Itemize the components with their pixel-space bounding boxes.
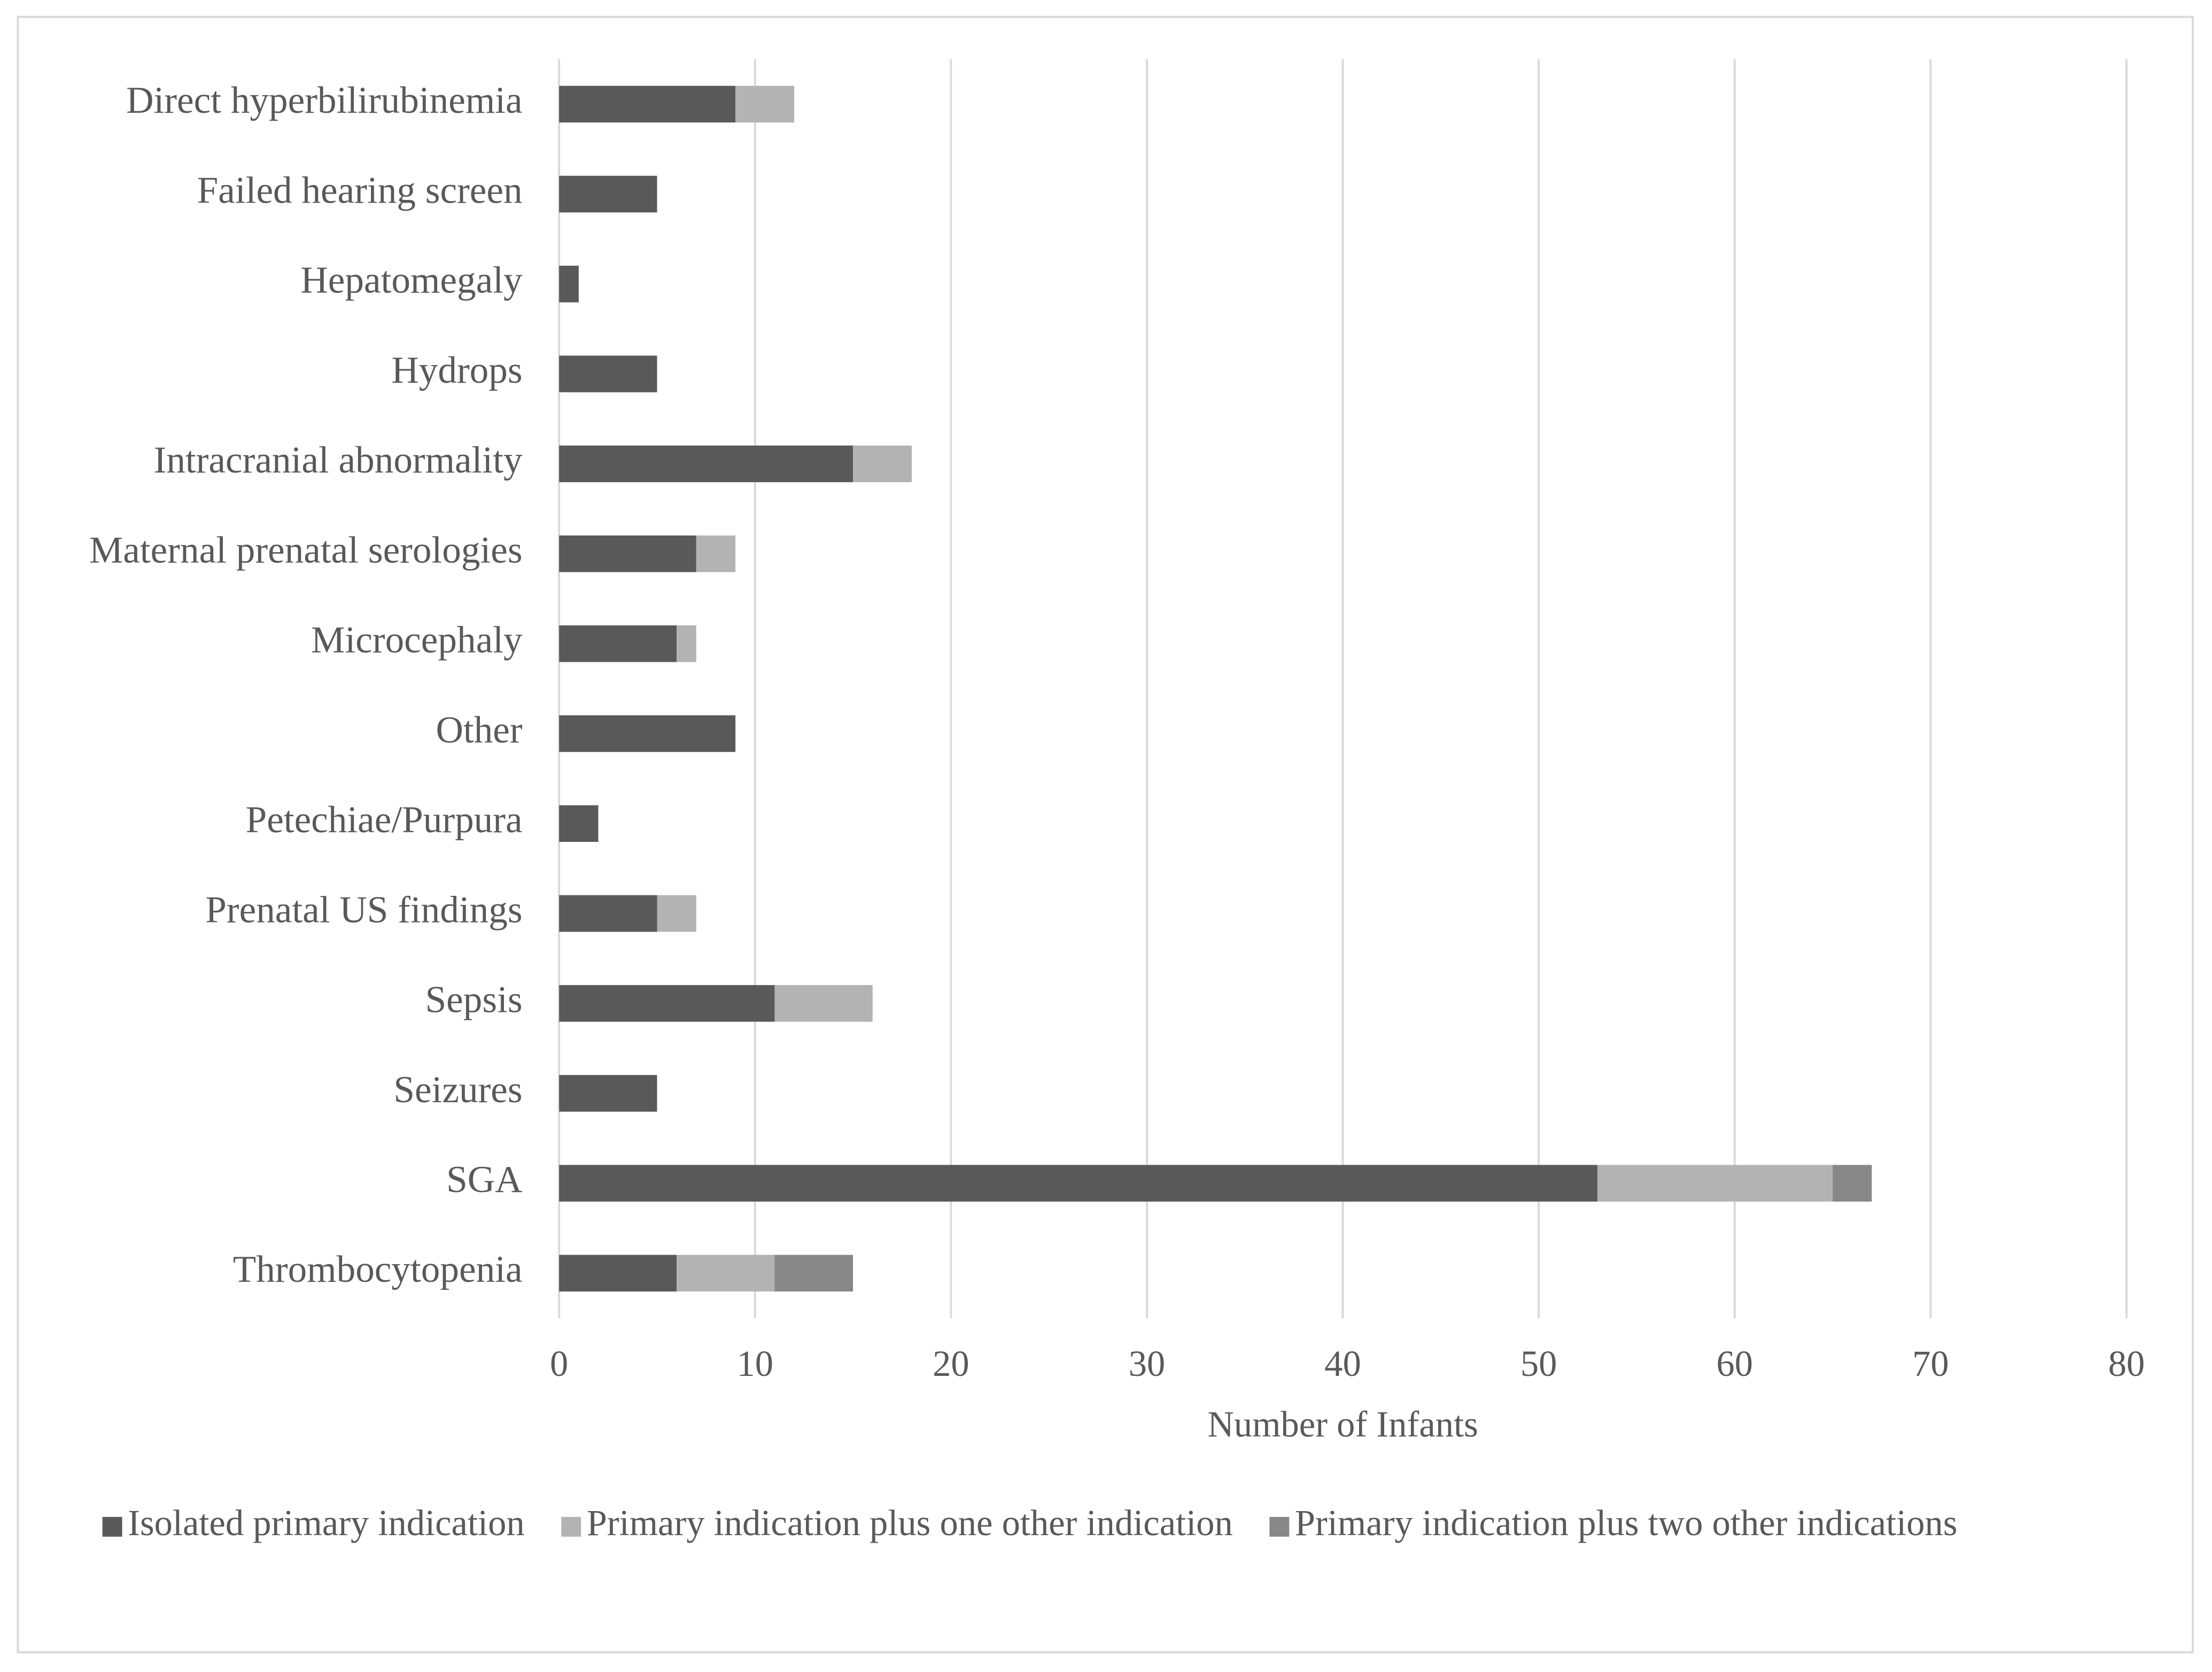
y-tick-label: Thrombocytopenia (233, 1249, 523, 1290)
y-tick-label: SGA (446, 1159, 522, 1201)
x-tick-label: 0 (550, 1343, 568, 1384)
y-tick-label: Failed hearing screen (197, 169, 523, 211)
bar-segment (559, 1165, 1598, 1202)
bar-segment (559, 535, 696, 572)
y-tick-label: Intracranial abnormality (154, 439, 523, 481)
legend-label: Isolated primary indication (128, 1503, 525, 1543)
bar-segment (559, 86, 736, 123)
chart-border (17, 16, 2194, 1654)
legend-swatch (561, 1516, 581, 1537)
x-tick-label: 20 (933, 1343, 969, 1384)
legend-label: Primary indication plus two other indica… (1295, 1503, 1958, 1543)
bar-segment (853, 445, 912, 483)
y-tick-label: Seizures (393, 1069, 522, 1111)
y-tick-label: Hydrops (391, 350, 522, 391)
legend-swatch (1269, 1516, 1290, 1537)
y-tick-label: Petechiae/Purpura (246, 799, 523, 841)
x-tick-label: 30 (1129, 1343, 1166, 1384)
bar-segment (657, 895, 696, 932)
x-tick-label: 70 (1912, 1343, 1949, 1384)
bar-segment (559, 1255, 677, 1292)
bar-segment (559, 355, 657, 392)
y-tick-label: Sepsis (425, 979, 523, 1021)
y-tick-label: Direct hyperbilirubinemia (126, 80, 522, 121)
x-tick-label: 10 (736, 1343, 773, 1384)
bar-segment (559, 715, 736, 752)
bar-segment (1833, 1165, 1872, 1202)
bar-segment (559, 445, 853, 483)
bar-segment (735, 86, 795, 123)
bar-segment (677, 625, 696, 662)
y-tick-label: Prenatal US findings (205, 889, 522, 931)
bar-segment (1597, 1165, 1833, 1202)
y-tick-label: Microcephaly (311, 620, 523, 661)
legend-swatch (102, 1516, 122, 1537)
x-tick-label: 80 (2108, 1343, 2145, 1384)
bar-segment (696, 535, 736, 572)
bar-segment (559, 1075, 657, 1112)
x-tick-label: 40 (1324, 1343, 1361, 1384)
legend-label: Primary indication plus one other indica… (587, 1503, 1233, 1543)
bar-segment (559, 895, 657, 932)
bar-segment (774, 1255, 853, 1292)
y-tick-label: Maternal prenatal serologies (89, 529, 523, 571)
bar-segment (559, 985, 775, 1022)
x-axis-title: Number of Infants (1207, 1404, 1478, 1444)
bar-segment (559, 805, 599, 842)
y-tick-label: Hepatomegaly (300, 260, 523, 301)
bar-segment (774, 985, 873, 1022)
bar-segment (677, 1255, 775, 1292)
x-tick-label: 50 (1520, 1343, 1557, 1384)
y-tick-label: Other (436, 709, 522, 751)
bar-segment (559, 266, 579, 303)
bar-segment (559, 625, 677, 662)
bar-segment (559, 175, 657, 213)
x-tick-label: 60 (1717, 1343, 1753, 1384)
